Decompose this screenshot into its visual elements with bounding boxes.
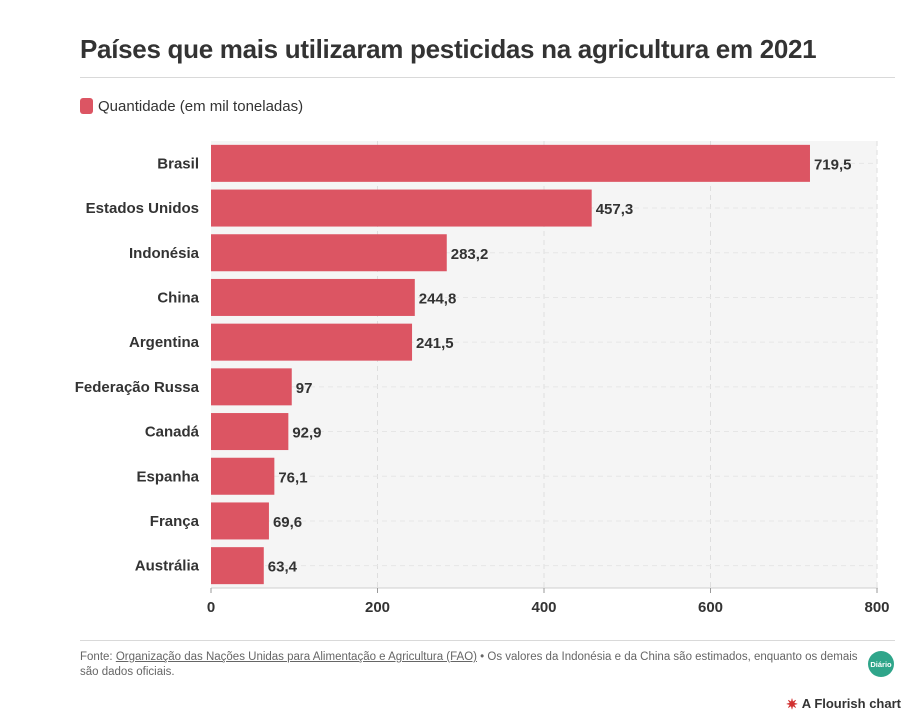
data-label: 76,1	[278, 469, 307, 486]
footer-note: Fonte: Organização das Nações Unidas par…	[80, 650, 865, 680]
x-tick-label: 200	[365, 599, 390, 616]
data-label: 244,8	[419, 290, 457, 307]
flourish-credit-label: A Flourish chart	[801, 696, 901, 711]
legend[interactable]: Quantidade (em mil toneladas)	[80, 96, 303, 116]
category-label: Austrália	[135, 558, 200, 575]
bar	[211, 189, 592, 227]
chart-title: Países que mais utilizaram pesticidas na…	[80, 34, 817, 64]
data-label: 719,5	[814, 156, 852, 173]
footer-divider	[80, 640, 895, 641]
bar	[211, 502, 269, 540]
publisher-logo-text: Diário	[870, 659, 892, 669]
footer-note-text: • Os valores da Indonésia e da China são…	[80, 651, 858, 678]
source-link[interactable]: Organização das Nações Unidas para Alime…	[115, 651, 477, 663]
data-label: 283,2	[451, 246, 489, 263]
data-label: 63,4	[268, 559, 298, 576]
flourish-credit[interactable]: ✷ A Flourish chart	[786, 696, 901, 711]
data-label: 97	[296, 380, 313, 397]
x-tick-label: 400	[531, 599, 556, 616]
bar-chart: 0 200 400 600 800 Brasil 719,5 Estados Unidos 45…	[75, 141, 890, 616]
legend-label: Quantidade (em mil toneladas)	[98, 97, 304, 115]
category-label: Brasil	[157, 155, 199, 172]
source-label: Fonte:	[80, 651, 116, 663]
category-label: China	[157, 289, 199, 306]
publisher-logo[interactable]: Diário	[868, 651, 894, 677]
flourish-star-icon: ✷	[786, 695, 798, 712]
category-label: Federação Russa	[75, 379, 200, 396]
title-divider	[80, 77, 895, 78]
bar	[211, 234, 447, 272]
bar	[211, 323, 413, 361]
x-tick-label: 0	[207, 599, 215, 616]
category-label: Espanha	[136, 468, 199, 485]
bar	[211, 413, 289, 451]
bar	[211, 457, 275, 495]
data-label: 457,3	[596, 201, 634, 218]
category-label: Estados Unidos	[86, 200, 199, 217]
bar	[211, 144, 810, 182]
data-label: 241,5	[416, 335, 454, 352]
category-label: Argentina	[129, 334, 200, 351]
legend-swatch	[80, 98, 93, 114]
data-label: 92,9	[292, 425, 321, 442]
bar	[211, 547, 264, 585]
category-label: França	[150, 513, 200, 530]
x-tick-label: 800	[864, 599, 889, 616]
x-tick-label: 600	[698, 599, 723, 616]
category-label: Indonésia	[129, 245, 200, 262]
category-label: Canadá	[145, 424, 200, 441]
data-label: 69,6	[273, 514, 302, 531]
bar	[211, 278, 415, 316]
bar	[211, 368, 292, 406]
